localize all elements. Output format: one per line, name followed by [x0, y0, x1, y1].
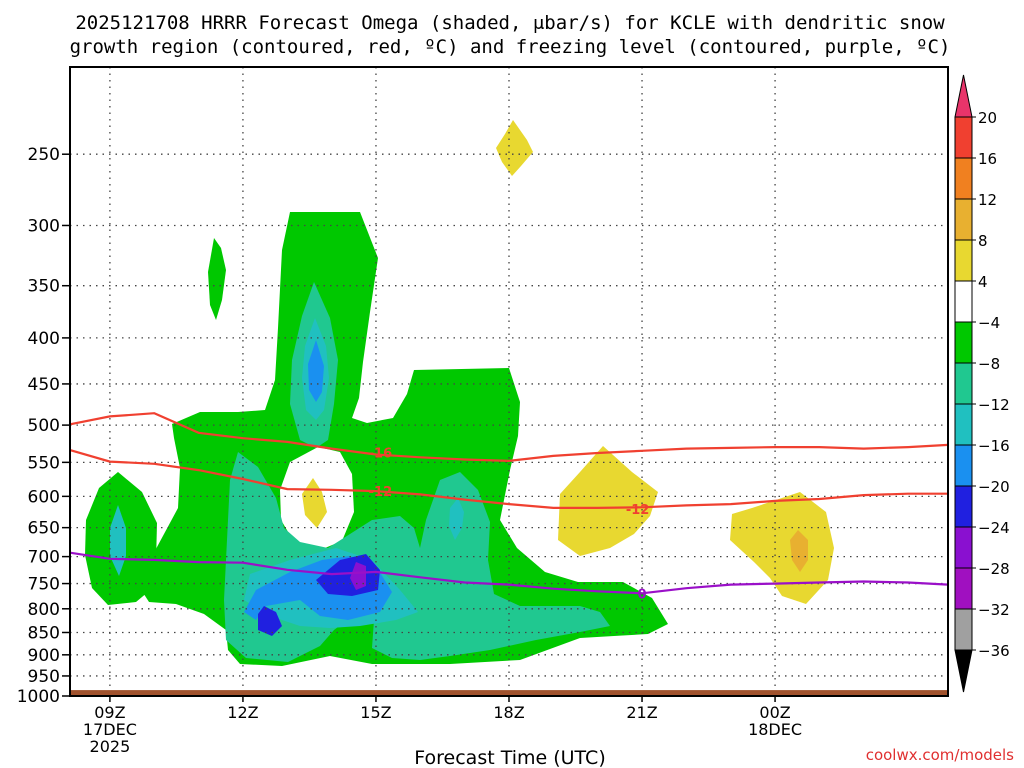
omega-yellow-upper — [496, 120, 533, 176]
y-tick-label: 900 — [28, 646, 60, 666]
colorbar-label: −28 — [978, 560, 1010, 578]
colorbar-swatch — [954, 444, 973, 487]
colorbar-label: −32 — [978, 601, 1010, 619]
colorbar-bottom-arrow — [954, 649, 973, 693]
colorbar-swatch — [954, 403, 973, 446]
omega-green-strip — [208, 238, 226, 320]
contour-label: -12 — [369, 485, 393, 500]
omega-shading — [85, 120, 834, 666]
x-tick-label: 21Z — [626, 703, 657, 722]
omega-purple-core — [350, 562, 366, 590]
colorbar-swatch — [954, 321, 973, 364]
y-tick-label: 800 — [28, 600, 60, 620]
y-tick-label: 300 — [28, 216, 60, 236]
y-tick-label: 1000 — [17, 687, 60, 707]
colorbar-label: 16 — [978, 150, 997, 168]
omega-yellow-23z — [730, 492, 834, 604]
y-tick-label: 700 — [28, 548, 60, 568]
colorbar-swatch — [954, 239, 973, 282]
x-tick-label: 12Z — [227, 703, 258, 722]
y-axis: 250 300 350 400 450 500 550 600 650 700 750 800 850 9… — [17, 145, 70, 707]
colorbar-label: −24 — [978, 519, 1010, 537]
y-tick-label: 850 — [28, 623, 60, 643]
colorbar-label: −16 — [978, 437, 1010, 455]
y-tick-label: 350 — [28, 277, 60, 297]
contour-label: -12 — [626, 503, 650, 518]
y-tick-label: 650 — [28, 519, 60, 539]
x-axis-label: Forecast Time (UTC) — [414, 747, 605, 768]
y-tick-label: 600 — [28, 487, 60, 507]
x-tick-label: 15Z — [360, 703, 391, 722]
contour-label: 0 — [638, 587, 647, 602]
omega-blue-column — [308, 340, 324, 402]
contour-line-minus12 — [69, 449, 948, 509]
colorbar-label: −8 — [978, 355, 1000, 373]
x-tick-date: 18DEC — [748, 720, 802, 739]
colorbar-swatch — [954, 485, 973, 528]
credit-link[interactable]: coolwx.com/models — [866, 746, 1014, 764]
y-tick-label: 500 — [28, 416, 60, 436]
colorbar-swatch — [954, 280, 973, 323]
plot-area: -16 -12 -12 0 — [69, 66, 949, 697]
contour-line-0 — [69, 551, 949, 595]
contour-label: -16 — [369, 446, 393, 461]
colorbar-swatch — [954, 526, 973, 569]
omega-cyan-16z — [449, 498, 464, 540]
chart-title-line1: 2025121708 HRRR Forecast Omega (shaded, … — [75, 12, 945, 34]
colorbar-swatch — [954, 362, 973, 405]
omega-darkblue-low — [258, 606, 282, 636]
y-tick-label: 250 — [28, 145, 60, 165]
y-tick-label: 550 — [28, 453, 60, 473]
x-tick-date: 17DEC — [83, 720, 137, 739]
chart-title-line2: growth region (contoured, red, ºC) and f… — [70, 36, 951, 58]
grid-lines — [70, 67, 948, 696]
colorbar-swatch — [954, 157, 973, 200]
colorbar-swatch — [954, 116, 973, 159]
y-tick-label: 400 — [28, 329, 60, 349]
omega-orange-23z — [790, 530, 808, 572]
y-tick-label: 750 — [28, 575, 60, 595]
omega-yellow-18z — [558, 446, 658, 556]
colorbar-label: −36 — [978, 642, 1010, 660]
colorbar: 20 16 12 8 4 −4 −8 −12 −16 −20 −24 −28 −32 −36 — [954, 74, 1010, 693]
colorbar-label: 8 — [978, 232, 988, 250]
x-tick-year: 2025 — [90, 737, 131, 756]
colorbar-label: 20 — [978, 109, 997, 127]
y-tick-label: 950 — [28, 667, 60, 687]
contour-line-minus16 — [69, 412, 949, 463]
x-tick-label: 18Z — [493, 703, 524, 722]
x-tick-label: 00Z — [759, 703, 790, 722]
terrain-ground — [70, 690, 948, 696]
colorbar-label: 12 — [978, 191, 997, 209]
colorbar-top-arrow — [954, 74, 973, 118]
colorbar-label: 4 — [978, 273, 988, 291]
colorbar-label: −4 — [978, 314, 1000, 332]
colorbar-label: −12 — [978, 396, 1010, 414]
contour-lines: -16 -12 -12 0 — [69, 412, 949, 602]
colorbar-swatch — [954, 567, 973, 610]
colorbar-swatch — [954, 608, 973, 651]
y-tick-label: 450 — [28, 375, 60, 395]
x-tick-label: 09Z — [94, 703, 125, 722]
colorbar-swatch — [954, 198, 973, 241]
colorbar-label: −20 — [978, 478, 1010, 496]
